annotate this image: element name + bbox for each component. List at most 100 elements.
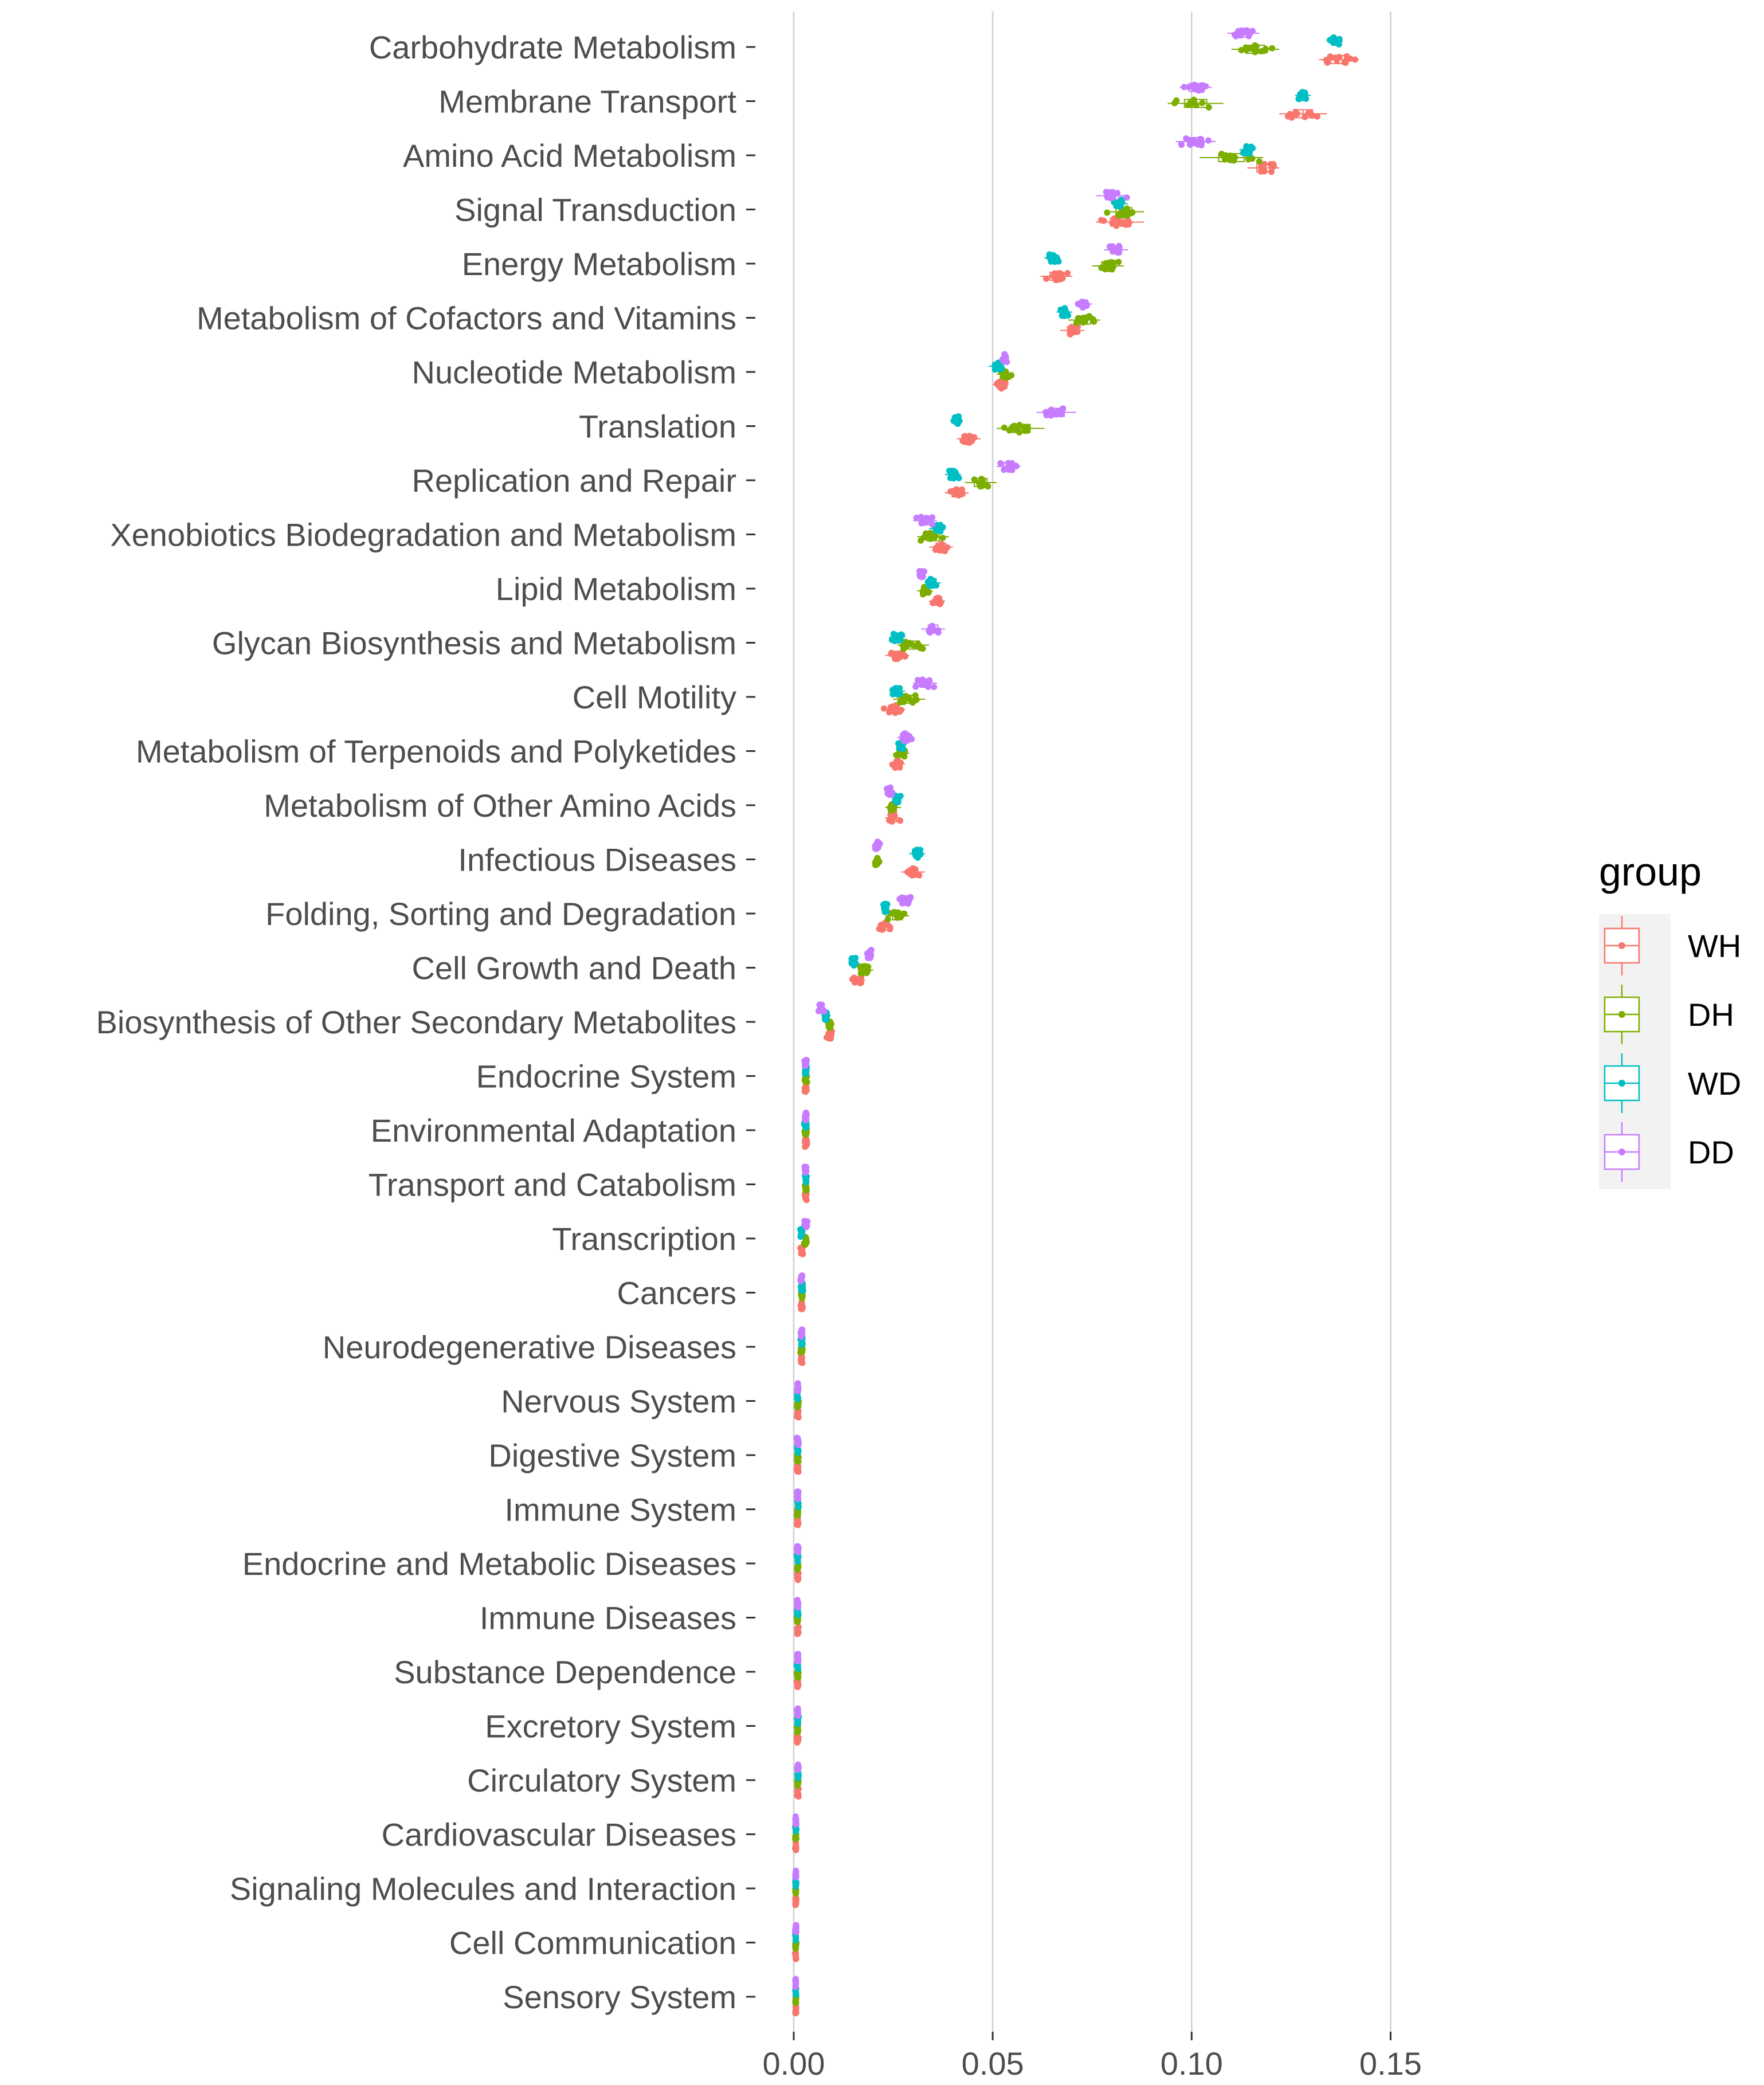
- data-point: [798, 1227, 805, 1234]
- category-label: Energy Metabolism: [462, 246, 736, 282]
- data-point: [794, 1387, 801, 1394]
- data-point: [849, 955, 856, 962]
- data-point: [880, 705, 887, 712]
- legend-key-point: [1618, 1149, 1625, 1155]
- data-point: [884, 916, 891, 923]
- data-point: [916, 570, 923, 577]
- data-point: [957, 488, 963, 495]
- x-tick-label: 0.10: [1161, 2045, 1223, 2082]
- legend-items: WH DH WD DD: [1604, 916, 1741, 1182]
- data-point: [1347, 55, 1354, 62]
- category-label: Cancers: [617, 1275, 736, 1311]
- data-point: [794, 1604, 801, 1611]
- data-point: [802, 1174, 809, 1181]
- data-point: [895, 799, 901, 806]
- data-point: [927, 629, 934, 636]
- data-point: [1243, 143, 1250, 150]
- data-point: [1178, 142, 1185, 148]
- data-point: [795, 1663, 802, 1669]
- data-point: [798, 1232, 805, 1239]
- data-point: [1006, 427, 1013, 434]
- category-label: Metabolism of Other Amino Acids: [264, 787, 736, 824]
- data-point: [932, 533, 939, 540]
- data-point: [929, 521, 936, 528]
- category-label: Biosynthesis of Other Secondary Metaboli…: [96, 1004, 736, 1040]
- data-point: [935, 629, 942, 636]
- data-point: [1043, 275, 1050, 282]
- x-tick-label: 0.00: [763, 2045, 825, 2082]
- data-point: [1307, 109, 1314, 116]
- data-point: [798, 1248, 805, 1255]
- data-point: [1109, 189, 1116, 195]
- data-point: [897, 817, 904, 824]
- data-point: [793, 1899, 799, 1906]
- data-point: [825, 1033, 832, 1040]
- data-point: [1173, 97, 1180, 104]
- data-point: [795, 1734, 802, 1741]
- data-point: [803, 1163, 810, 1170]
- data-point: [900, 645, 907, 652]
- data-point: [1186, 136, 1193, 143]
- data-point: [1197, 136, 1204, 143]
- data-point: [887, 924, 893, 931]
- data-point: [1244, 28, 1251, 34]
- category-label: Immune System: [504, 1492, 736, 1528]
- category-label: Signal Transduction: [454, 192, 736, 228]
- data-point: [798, 1292, 805, 1299]
- data-point: [1043, 412, 1050, 419]
- data-point: [802, 1131, 809, 1138]
- data-point: [865, 949, 872, 956]
- data-point: [855, 977, 862, 983]
- data-point: [1065, 312, 1072, 319]
- data-point: [1243, 148, 1250, 155]
- data-point: [1000, 358, 1007, 365]
- data-point: [1191, 139, 1198, 146]
- data-point: [824, 1016, 830, 1023]
- data-point: [1129, 209, 1136, 216]
- data-point: [1104, 260, 1111, 266]
- data-point: [1256, 158, 1263, 165]
- data-point: [792, 1943, 799, 1950]
- legend-item-dd: DD: [1604, 1122, 1734, 1182]
- gridlines: [793, 11, 1391, 2032]
- data-point: [933, 527, 940, 534]
- data-point: [904, 731, 911, 738]
- data-point: [1061, 308, 1068, 315]
- data-point: [1351, 56, 1358, 63]
- category-label: Xenobiotics Biodegradation and Metabolis…: [110, 517, 736, 553]
- data-point: [900, 699, 907, 706]
- legend-label: WH: [1688, 928, 1741, 964]
- category-label: Folding, Sorting and Degradation: [265, 896, 736, 932]
- category-label: Digestive System: [488, 1437, 736, 1473]
- data-point: [997, 460, 1004, 467]
- data-point: [798, 1357, 805, 1363]
- data-point: [1115, 258, 1122, 265]
- data-point: [1249, 28, 1256, 34]
- data-point: [932, 546, 939, 553]
- data-point: [1296, 94, 1303, 101]
- data-point: [1001, 351, 1008, 358]
- data-point: [794, 1558, 801, 1565]
- data-point: [799, 1287, 806, 1294]
- data-point: [1109, 243, 1116, 250]
- data-point: [818, 1001, 825, 1008]
- legend-key-point: [1618, 1080, 1625, 1087]
- data-point: [1052, 256, 1059, 262]
- data-point: [929, 514, 936, 521]
- data-point: [795, 1520, 802, 1527]
- data-point: [1237, 32, 1244, 39]
- data-point: [794, 1680, 801, 1687]
- x-tick-label: 0.15: [1359, 2045, 1422, 2082]
- data-point: [900, 752, 907, 759]
- data-point: [1104, 209, 1111, 216]
- data-point: [1050, 272, 1057, 279]
- data-point: [1199, 82, 1206, 89]
- data-point: [951, 417, 958, 424]
- data-point: [799, 1272, 806, 1279]
- data-point: [918, 537, 924, 544]
- data-point: [792, 1871, 799, 1878]
- data-point: [962, 433, 969, 440]
- data-point: [1249, 144, 1256, 151]
- category-label: Cell Growth and Death: [411, 950, 736, 986]
- data-point: [793, 1488, 800, 1495]
